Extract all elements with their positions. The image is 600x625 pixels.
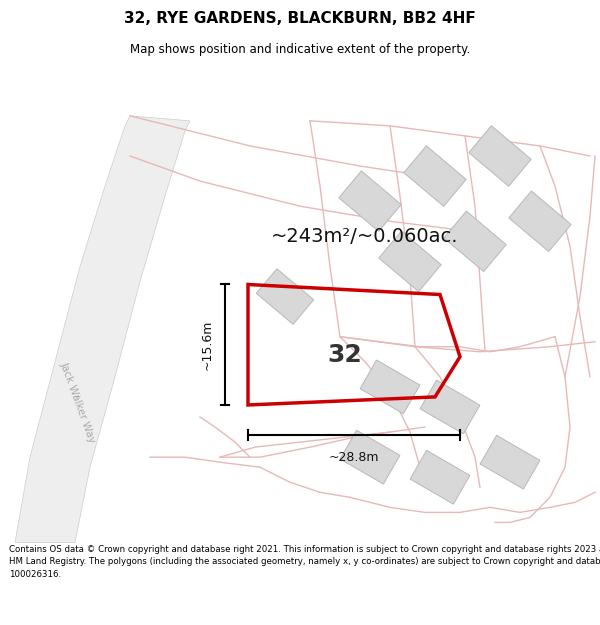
- Polygon shape: [379, 231, 441, 292]
- Polygon shape: [469, 126, 531, 186]
- Polygon shape: [509, 191, 571, 251]
- Polygon shape: [15, 116, 190, 542]
- Polygon shape: [340, 430, 400, 484]
- Polygon shape: [256, 269, 314, 324]
- Polygon shape: [444, 211, 506, 271]
- Polygon shape: [360, 360, 420, 414]
- Text: Map shows position and indicative extent of the property.: Map shows position and indicative extent…: [130, 42, 470, 56]
- Polygon shape: [420, 380, 480, 434]
- Text: #999999: #999999: [75, 396, 82, 397]
- Polygon shape: [404, 146, 466, 206]
- Text: ~243m²/~0.060ac.: ~243m²/~0.060ac.: [271, 227, 459, 246]
- Polygon shape: [339, 171, 401, 231]
- Text: Jack Walker Way: Jack Walker Way: [59, 360, 97, 444]
- Text: Contains OS data © Crown copyright and database right 2021. This information is : Contains OS data © Crown copyright and d…: [9, 545, 600, 579]
- Polygon shape: [480, 435, 540, 489]
- Text: 32: 32: [328, 342, 362, 367]
- Polygon shape: [410, 451, 470, 504]
- Text: ~15.6m: ~15.6m: [200, 319, 214, 370]
- Text: 32, RYE GARDENS, BLACKBURN, BB2 4HF: 32, RYE GARDENS, BLACKBURN, BB2 4HF: [124, 11, 476, 26]
- Text: ~28.8m: ~28.8m: [329, 451, 379, 464]
